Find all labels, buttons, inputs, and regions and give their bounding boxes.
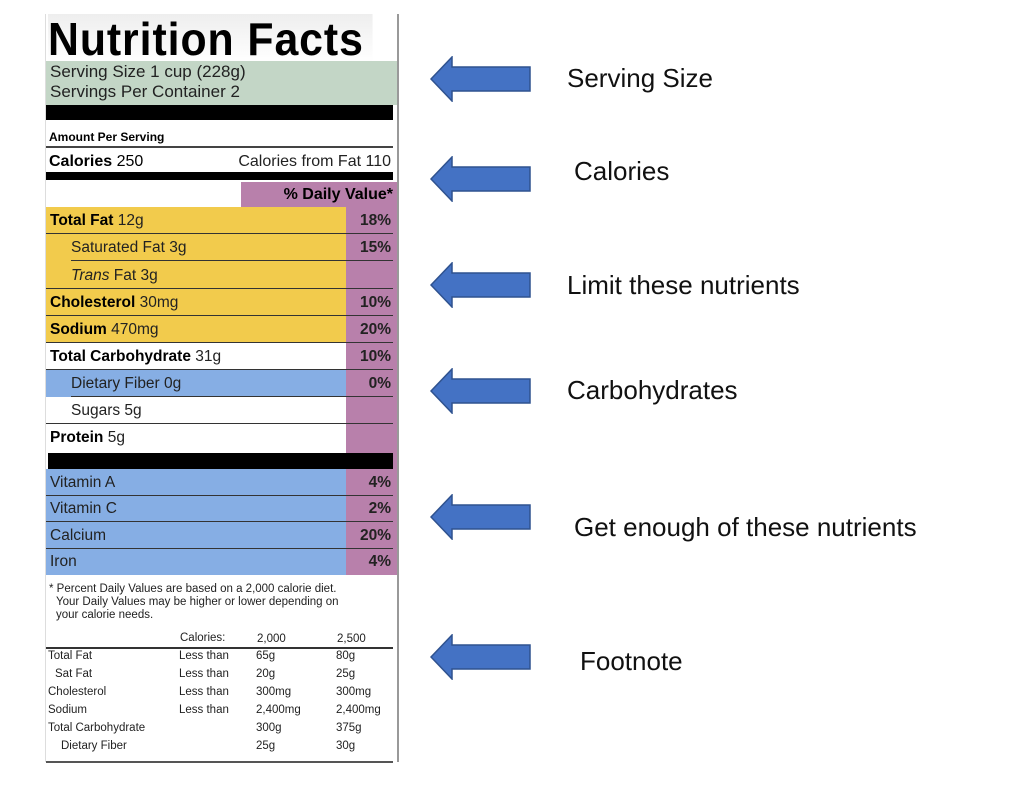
footnote-table-cell: Sat Fat — [55, 668, 93, 680]
calories-label: Calories — [49, 153, 113, 170]
nutrition-label: Nutrition Facts Serving Size 1 cup (228g… — [45, 14, 399, 763]
arrow-left-icon — [430, 262, 531, 308]
footnote-table-cell: Sodium — [48, 704, 87, 716]
arrow-left-icon — [430, 368, 531, 414]
nutrient-row-sugars: Sugars 5g — [46, 397, 397, 424]
annotation-limit-nutrients: Limit these nutrients — [567, 270, 800, 300]
footnote-table-cell: 25g — [256, 740, 276, 752]
annotation-serving-size: Serving Size — [567, 63, 713, 93]
annotation-calories: Calories — [574, 156, 670, 186]
footnote-table-cell: Cholesterol — [48, 686, 107, 698]
vitamin-row-c: Vitamin C 2% — [46, 495, 397, 522]
arrow-left-icon — [430, 156, 531, 202]
footnote-table-cell: 25g — [336, 668, 356, 680]
footnote-table-cell: Dietary Fiber — [61, 740, 127, 752]
footnote-table-cell: Less than — [179, 650, 229, 662]
nutrient-row-total-fat: Total Fat 12g 18% — [46, 207, 397, 234]
footnote-table-cell: Total Fat — [48, 650, 93, 662]
footnote-table-cell: 2,400mg — [256, 704, 301, 716]
serving-size: Serving Size 1 cup (228g) — [50, 62, 246, 81]
calories-value: 250 — [116, 153, 144, 170]
footnote-line-1: * Percent Daily Values are based on a 2,… — [49, 583, 337, 595]
nutrient-row-dietary-fiber: Dietary Fiber 0g 0% — [46, 370, 397, 397]
footnote-table-cell: 300mg — [336, 686, 372, 698]
footnote-table-cell: 20g — [256, 668, 276, 680]
daily-value-header-bg — [241, 182, 397, 208]
nutrient-row-protein: Protein 5g — [50, 429, 125, 446]
footnote-table-cell: 65g — [256, 650, 276, 662]
footnote-table-cell: 80g — [336, 650, 356, 662]
footnote-table-cell: 300mg — [256, 686, 292, 698]
vitamin-row-calcium: Calcium 20% — [46, 522, 397, 549]
daily-value-header: % Daily Value* — [283, 186, 393, 203]
annotation-carbohydrates: Carbohydrates — [567, 375, 738, 405]
daily-value-column — [346, 207, 397, 575]
footnote-table-cell: 375g — [336, 722, 362, 734]
vitamin-highlight — [46, 469, 346, 575]
arrow-left-icon — [430, 634, 531, 680]
footnote-table-cell: 300g — [256, 722, 282, 734]
arrow-left-icon — [430, 494, 531, 540]
arrow-left-icon — [430, 56, 531, 102]
vitamin-row-a: Vitamin A 4% — [46, 469, 397, 496]
calories-from-fat: Calories from Fat 110 — [238, 153, 391, 170]
footnote-line-3: your calorie needs. — [56, 609, 154, 621]
nutrient-row-saturated-fat: Saturated Fat 3g 15% — [46, 234, 397, 261]
nutrient-row-trans-fat: Trans Fat 3g — [46, 262, 397, 289]
nutrient-row-total-carbohydrate: Total Carbohydrate 31g 10% — [46, 343, 397, 370]
divider-medium — [46, 172, 393, 180]
divider-thick-vitamins — [48, 453, 393, 469]
nutrient-row-sodium: Sodium 470mg 20% — [46, 316, 397, 343]
limit-highlight — [46, 207, 346, 343]
footnote-table-cell: 2,400mg — [336, 704, 381, 716]
footnote-table-cell: Less than — [179, 668, 229, 680]
divider — [46, 146, 393, 148]
amount-per-serving: Amount Per Serving — [49, 130, 165, 144]
label-title: Nutrition Facts — [48, 14, 373, 64]
footnote-table-cell: Total Carbohydrate — [48, 722, 146, 734]
annotation-footnote: Footnote — [580, 646, 683, 676]
fiber-highlight — [46, 370, 346, 397]
divider-thick — [46, 105, 393, 120]
footnote-line-2: Your Daily Values may be higher or lower… — [56, 596, 339, 608]
annotation-get-enough: Get enough of these nutrients — [574, 512, 917, 542]
footnote-table-cell: Less than — [179, 686, 229, 698]
footnote-table-cell: Less than — [179, 704, 229, 716]
nutrient-row-cholesterol: Cholesterol 30mg 10% — [46, 289, 397, 316]
footnote-table-cell: 30g — [336, 740, 356, 752]
serving-section: Serving Size 1 cup (228g) Servings Per C… — [46, 61, 397, 105]
vitamin-row-iron: Iron 4% — [50, 553, 391, 570]
servings-per-container: Servings Per Container 2 — [50, 82, 240, 101]
